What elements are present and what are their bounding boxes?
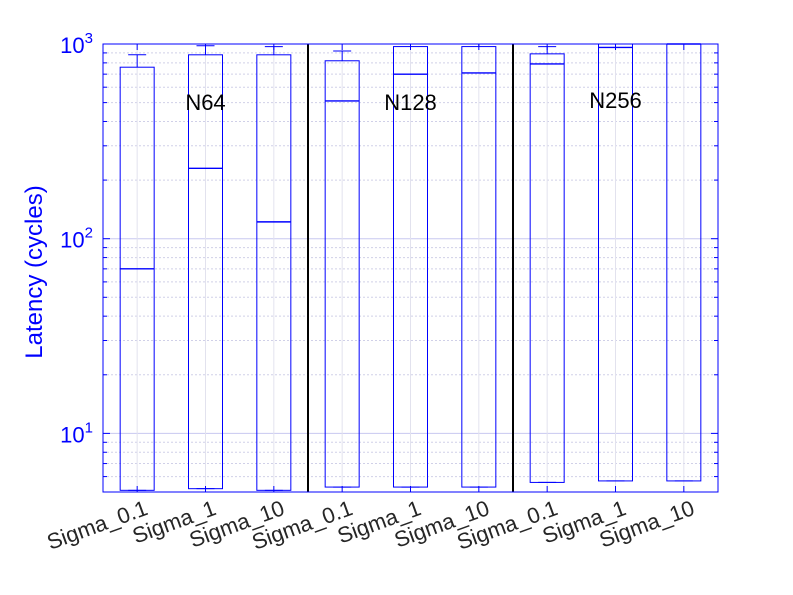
y-axis-label: Latency (cycles): [21, 185, 48, 358]
y-tick-label-exponent: 2: [85, 225, 93, 242]
y-tick-label-base: 10: [60, 228, 84, 253]
y-tick-label-base: 10: [60, 422, 84, 447]
y-tick-label-base: 10: [60, 33, 84, 58]
y-tick-label: 101: [60, 419, 93, 447]
box: [529, 53, 565, 483]
y-tick-label-exponent: 3: [85, 30, 93, 47]
group-label: N256: [589, 88, 642, 113]
y-tick-label: 103: [60, 30, 93, 58]
group-label: N64: [185, 90, 225, 115]
y-tick-label: 102: [60, 225, 93, 253]
group-label: N128: [384, 90, 437, 115]
y-tick-label-exponent: 1: [85, 419, 93, 436]
